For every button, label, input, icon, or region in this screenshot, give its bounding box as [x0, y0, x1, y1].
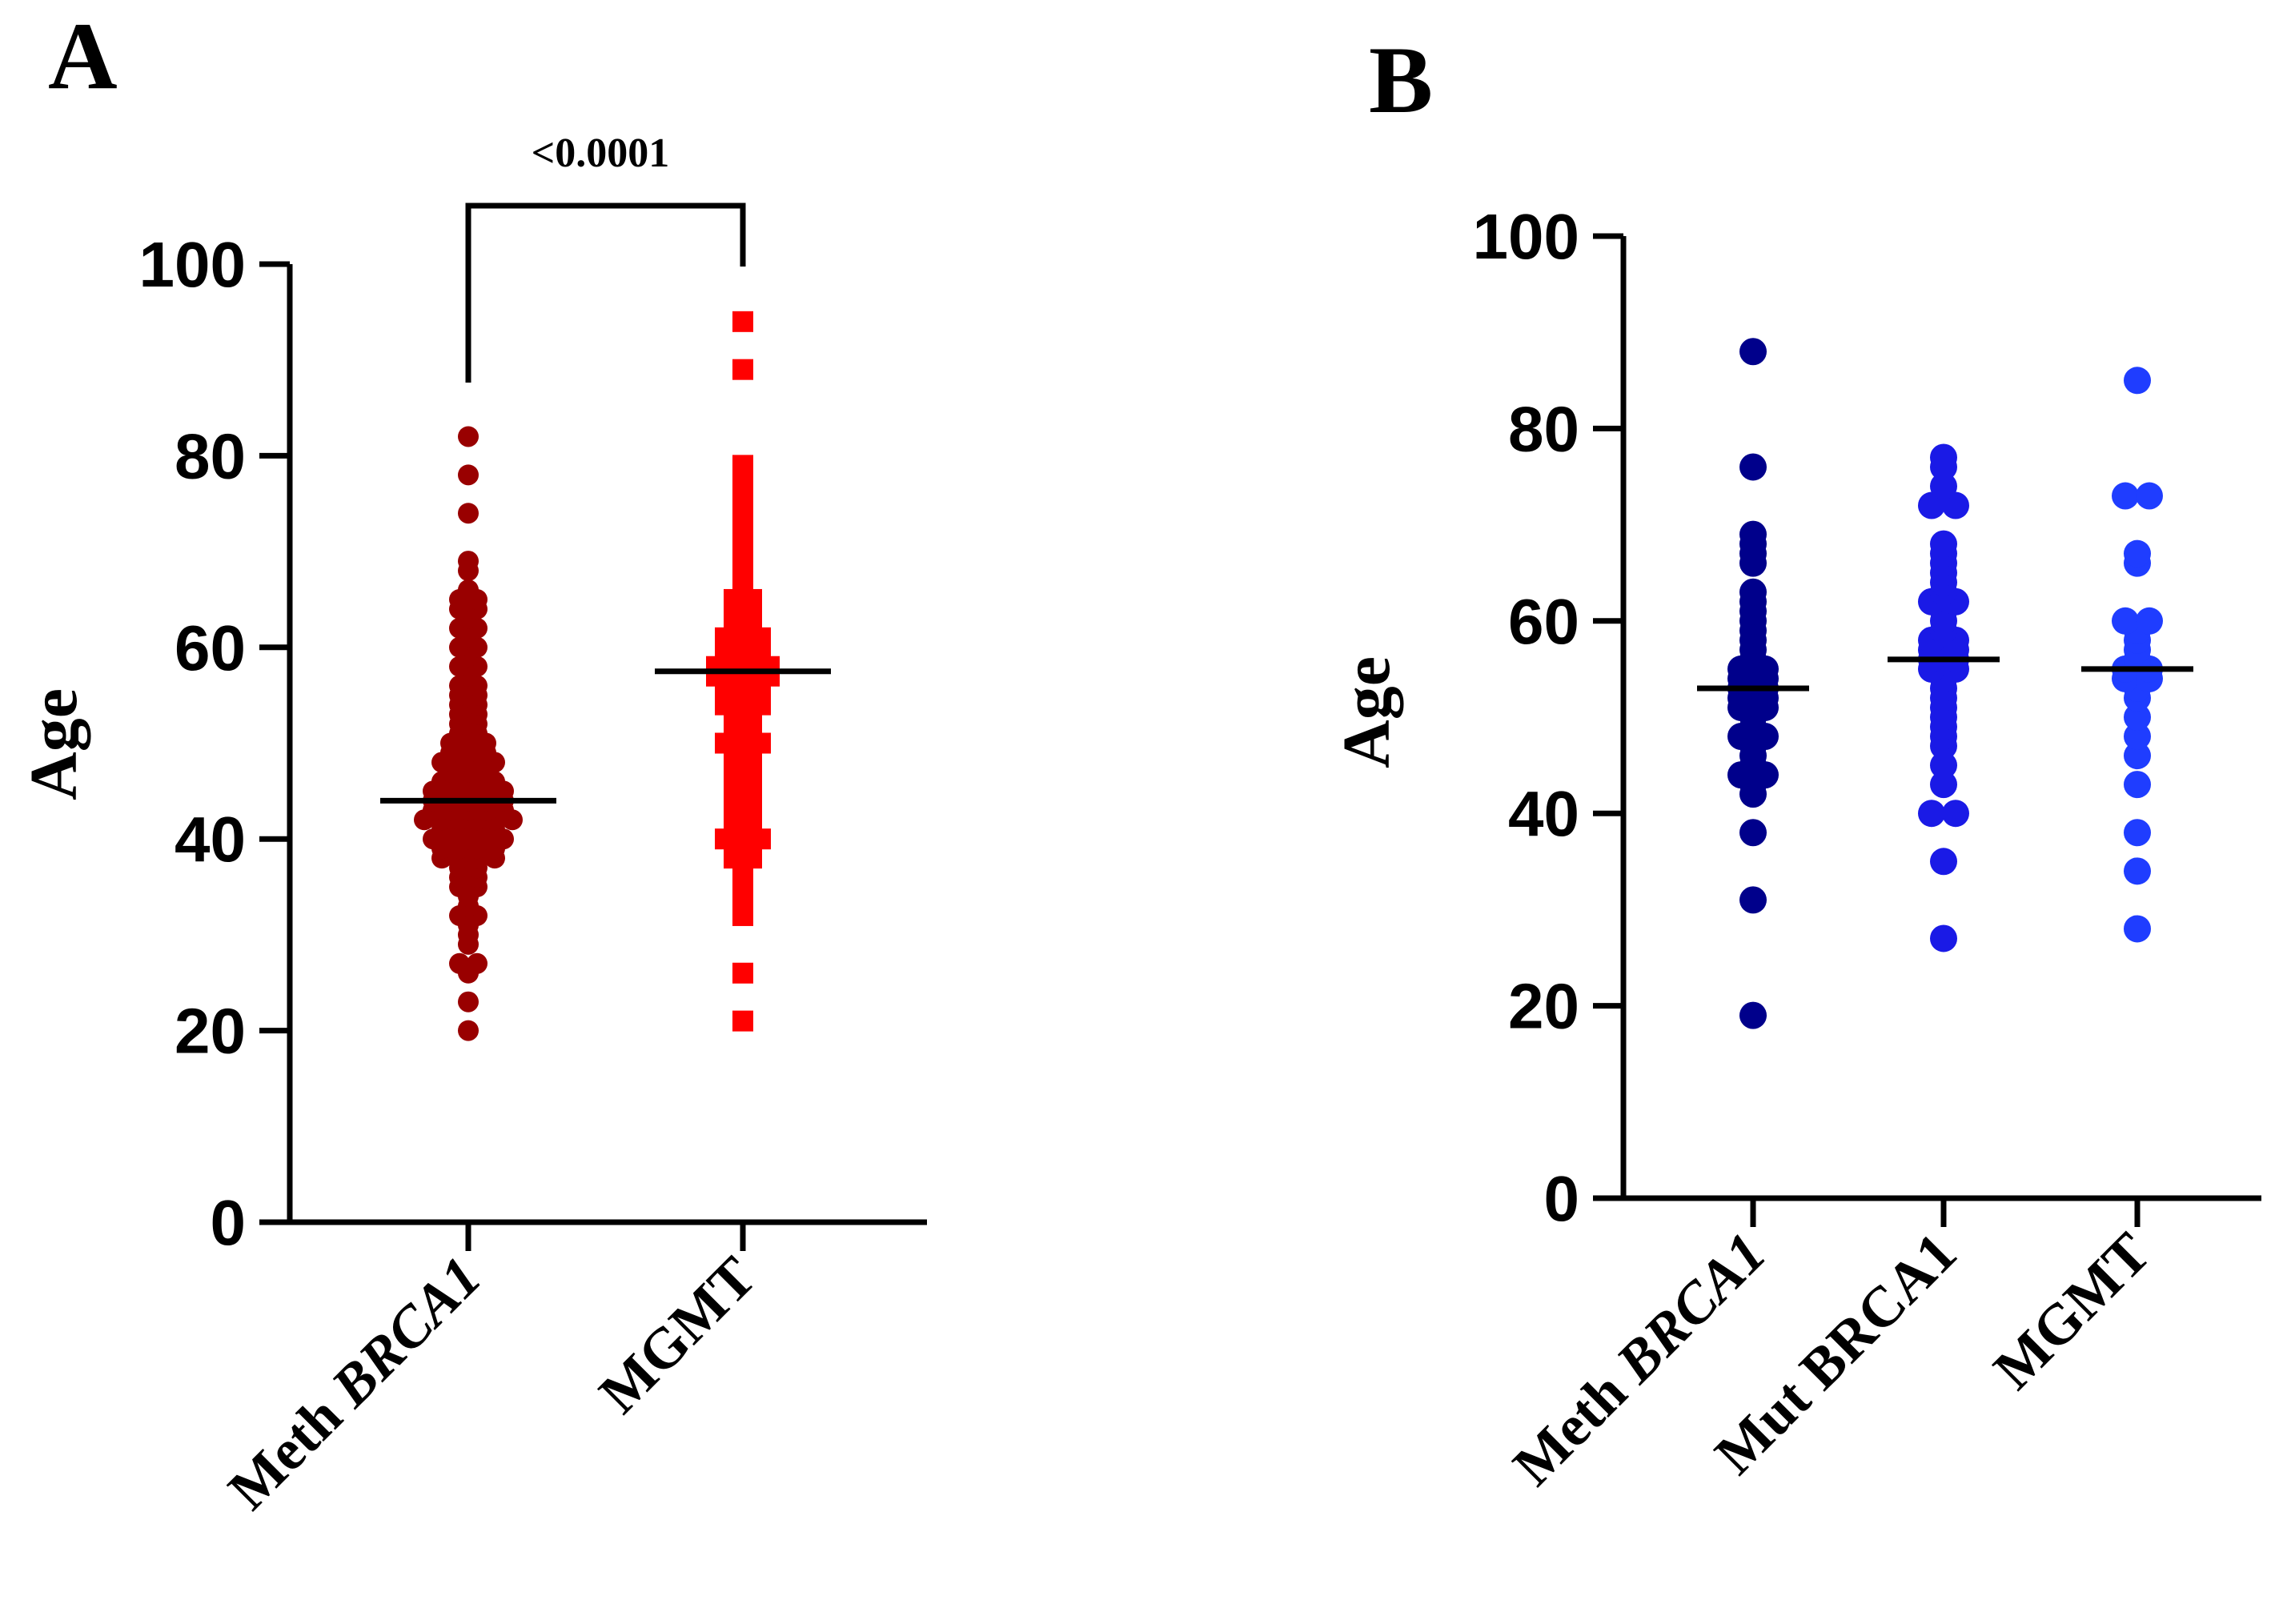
- data-point: [458, 551, 479, 572]
- data-point: [449, 952, 470, 974]
- data-point: [732, 1010, 753, 1032]
- data-point: [1739, 338, 1767, 366]
- data-point: [1930, 771, 1957, 799]
- data-point: [1930, 752, 1957, 780]
- x-category-label: Meth BRCA1: [216, 1245, 494, 1522]
- significance-bracket: [465, 202, 746, 383]
- panel-b-y-ticks: 0 20 40 60 80 100: [1473, 201, 1623, 1234]
- data-point: [1739, 886, 1767, 914]
- data-point: [458, 991, 479, 1012]
- panel-b-y-axis-title: Age: [1330, 656, 1404, 768]
- panel-a-y-ticks: 0 20 40 60 80 100: [139, 229, 290, 1258]
- data-point: [2124, 704, 2151, 731]
- data-point: [458, 503, 479, 524]
- x-category-label: MGMT: [587, 1245, 768, 1426]
- data-point: [2124, 771, 2151, 799]
- data-point: [467, 952, 487, 974]
- panel-label-b: B: [1369, 26, 1433, 133]
- data-point: [2124, 367, 2151, 395]
- y-tick-label: 80: [175, 420, 246, 491]
- data-point: [1930, 848, 1957, 876]
- panel-a-points: [414, 311, 780, 1041]
- panel-a-x-ticks: [465, 1222, 746, 1251]
- data-point: [458, 579, 479, 600]
- panel-a-medians: [380, 668, 831, 804]
- significance-p-value: <0.0001: [532, 130, 670, 176]
- data-point: [1930, 443, 1957, 471]
- y-tick-label: 100: [1473, 201, 1579, 272]
- panel-a-category-labels: Meth BRCA1 MGMT: [216, 1245, 768, 1522]
- data-point: [2124, 857, 2151, 885]
- panel-b-points: [1727, 338, 2163, 1029]
- data-point: [732, 359, 753, 380]
- data-point: [458, 1020, 479, 1041]
- y-tick-label: 20: [175, 996, 246, 1067]
- y-tick-label: 100: [139, 229, 246, 300]
- data-point: [2124, 819, 2151, 847]
- data-point: [2124, 915, 2151, 943]
- data-point: [2136, 607, 2163, 635]
- data-point: [1930, 472, 1957, 500]
- panel-a-y-axis-title: Age: [17, 688, 91, 800]
- panel-a: A 0 20 40 60 80 100 Age <0.0001 Meth BRCA1 MGM…: [17, 2, 927, 1522]
- y-tick-label: 40: [1508, 778, 1579, 849]
- y-tick-label: 0: [1544, 1163, 1580, 1234]
- data-point: [1739, 819, 1767, 847]
- panel-b-x-ticks: [1750, 1198, 2141, 1227]
- data-point: [2136, 482, 2163, 510]
- y-tick-label: 0: [211, 1187, 247, 1258]
- data-point: [732, 904, 753, 926]
- data-point: [1739, 1001, 1767, 1029]
- data-point: [1739, 578, 1767, 606]
- y-tick-label: 60: [175, 612, 246, 684]
- data-point: [732, 455, 753, 476]
- data-point: [1918, 800, 1945, 828]
- y-tick-label: 60: [1508, 586, 1579, 657]
- data-point: [1930, 530, 1957, 558]
- data-point: [1739, 520, 1767, 548]
- y-tick-label: 40: [175, 804, 246, 875]
- data-point: [732, 962, 753, 984]
- y-tick-label: 80: [1508, 393, 1579, 464]
- data-point: [1942, 800, 1969, 828]
- panel-label-a: A: [48, 2, 118, 109]
- data-point: [1930, 924, 1957, 952]
- data-point: [2112, 482, 2139, 510]
- data-point: [458, 464, 479, 486]
- data-point: [1739, 453, 1767, 481]
- panel-b-medians: [1697, 656, 2193, 692]
- data-point: [2124, 539, 2151, 567]
- data-point: [2124, 723, 2151, 751]
- data-point: [2124, 742, 2151, 770]
- data-point: [732, 311, 753, 332]
- data-point: [2112, 607, 2139, 635]
- y-tick-label: 20: [1508, 971, 1579, 1042]
- data-point: [458, 426, 479, 447]
- x-category-label: MGMT: [1981, 1221, 2162, 1401]
